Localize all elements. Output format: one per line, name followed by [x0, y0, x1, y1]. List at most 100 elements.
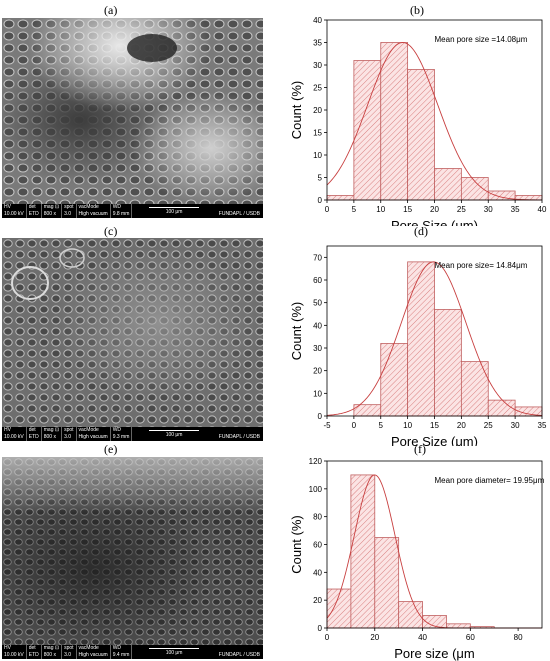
x-tick-label-d-3: 10 [403, 421, 412, 430]
y-tick-label-b-4: 20 [313, 106, 322, 115]
sem-mag-e: mag ⊡ [43, 645, 60, 651]
scale-bar-label-e: 100 μm [165, 649, 183, 656]
y-tick-label-f-1: 20 [313, 596, 322, 605]
x-tick-label-d-5: 20 [457, 421, 466, 430]
annotation-d: Mean pore size= 14.84μm [435, 261, 528, 270]
y-tick-label-d-0: 0 [318, 412, 323, 421]
sem-vac-val-a: High vacuum [78, 211, 108, 217]
sem-vac-val-c: High vacuum [78, 434, 108, 440]
scale-bar-line-a [149, 206, 200, 208]
sem-wd-val-c: 9.3 mm [112, 434, 130, 440]
x-tick-label-b-6: 30 [484, 205, 493, 214]
scale-bar-label-c: 100 μm [165, 431, 183, 438]
sem-det-a: det [28, 204, 36, 210]
fit-curve-d [326, 261, 543, 416]
sem-vac-val-e: High vacuum [78, 652, 108, 658]
sem-vac-a: vacMode [78, 204, 99, 210]
y-tick-label-b-5: 25 [313, 84, 322, 93]
y-axis-label-f: Count (%) [289, 515, 304, 574]
x-tick-label-b-4: 20 [430, 205, 439, 214]
x-tick-label-f-0: 0 [325, 633, 330, 642]
y-tick-label-b-6: 30 [313, 61, 322, 70]
histogram-bar-b-0 [326, 195, 355, 201]
y-tick-label-b-1: 5 [318, 174, 323, 183]
sem-image-a: HV 10.00 kV det ETD mag ⊡ 800 x spot 3.0 vac… [2, 18, 263, 218]
sem-vac-e: vacMode [78, 645, 99, 651]
x-tick-label-b-5: 25 [457, 205, 466, 214]
sem-hv-val-e: 10.00 kV [4, 652, 24, 658]
y-axis-label-d: Count (%) [289, 302, 304, 361]
y-tick-label-f-2: 40 [313, 568, 322, 577]
sem-texture-a [2, 18, 263, 204]
sem-wd-c: WD [112, 427, 122, 433]
histogram-bar-d-4 [460, 361, 489, 417]
y-tick-label-b-7: 35 [313, 39, 322, 48]
sem-spot-c: spot [64, 427, 74, 433]
sem-spot-val-e: 3.0 [64, 652, 72, 658]
histogram-bar-d-5 [487, 399, 516, 417]
sem-lab-c: FUNDAPL / USDB [218, 434, 260, 440]
y-tick-label-d-6: 60 [313, 276, 322, 285]
y-tick-label-b-8: 40 [313, 16, 322, 25]
sem-det-val-a: ETD [28, 211, 39, 217]
x-tick-label-b-8: 40 [538, 205, 547, 214]
y-tick-label-f-0: 0 [318, 624, 323, 633]
histogram-bar-b-3 [407, 69, 435, 201]
sem-hv-e: HV [4, 645, 11, 651]
sem-spot-val-a: 3.0 [64, 211, 72, 217]
histogram-bar-d-3 [434, 309, 462, 417]
x-tick-label-d-6: 25 [484, 421, 493, 430]
x-tick-label-d-8: 35 [538, 421, 547, 430]
sem-det-e: det [28, 645, 36, 651]
sem-hv-a: HV [4, 204, 11, 210]
x-tick-label-b-1: 5 [352, 205, 357, 214]
x-axis-label-b: Pore Size (μm) [391, 218, 478, 226]
histogram-chart-b: 0 5 10 15 20 25 30 35 40 0 5 10 15 20 25 30 35 40 Pore Siz… [289, 16, 547, 226]
annotation-f: Mean pore diameter= 19.95μm [435, 476, 545, 485]
sem-hv-val-c: 10.00 kV [4, 434, 24, 440]
x-tick-label-f-4: 80 [514, 633, 523, 642]
fit-curve-b [326, 42, 542, 201]
x-tick-label-d-1: 0 [352, 421, 357, 430]
x-tick-label-b-0: 0 [325, 205, 330, 214]
sem-det-val-e: ETD [28, 652, 39, 658]
y-axis-label-b: Count (%) [289, 81, 304, 140]
y-tick-label-f-5: 100 [309, 485, 323, 494]
sem-hv-val-a: 10.00 kV [4, 211, 24, 217]
sem-mag-c: mag ⊡ [43, 427, 60, 433]
sem-spot-a: spot [64, 204, 74, 210]
scale-bar-line-c [149, 429, 200, 431]
sem-image-c: HV 10.00 kV det ETD mag ⊡ 800 x spot 3.0 vac… [2, 238, 263, 441]
y-tick-label-f-3: 60 [313, 541, 322, 550]
x-tick-label-b-3: 15 [403, 205, 412, 214]
x-tick-label-f-1: 20 [370, 633, 379, 642]
x-tick-label-d-2: 5 [379, 421, 384, 430]
sem-info-bar-e: HV 10.00 kV det ETD mag ⊡ 800 x spot 3.0 vac… [2, 645, 263, 659]
sem-hv-c: HV [4, 427, 11, 433]
panel-label-b: (b) [410, 3, 424, 17]
y-tick-label-d-3: 30 [313, 344, 322, 353]
sem-wd-a: WD [112, 204, 122, 210]
sem-info-bar-a: HV 10.00 kV det ETD mag ⊡ 800 x spot 3.0 vac… [2, 204, 263, 218]
histogram-bar-f-3 [398, 601, 423, 629]
sem-mag-val-c: 800 x [43, 434, 56, 440]
y-tick-label-b-2: 10 [313, 151, 322, 160]
sem-wd-val-a: 9.8 mm [112, 211, 130, 217]
sem-spot-e: spot [64, 645, 74, 651]
x-tick-label-d-0: -5 [323, 421, 331, 430]
sem-spot-val-c: 3.0 [64, 434, 72, 440]
sem-wd-val-e: 9.4 mm [112, 652, 130, 658]
scale-bar-label-a: 100 μm [165, 208, 183, 215]
histogram-bar-b-4 [434, 168, 462, 201]
x-axis-label-f: Pore size (μm [394, 646, 474, 661]
y-tick-label-d-4: 40 [313, 321, 322, 330]
sem-wd-e: WD [112, 645, 122, 651]
sem-vac-c: vacMode [78, 427, 99, 433]
x-tick-label-d-4: 15 [430, 421, 439, 430]
sem-mag-a: mag ⊡ [43, 204, 60, 210]
x-tick-label-d-7: 30 [511, 421, 520, 430]
y-tick-label-f-6: 120 [309, 457, 323, 466]
sem-mag-val-e: 800 x [43, 652, 56, 658]
y-tick-label-b-3: 15 [313, 129, 322, 138]
